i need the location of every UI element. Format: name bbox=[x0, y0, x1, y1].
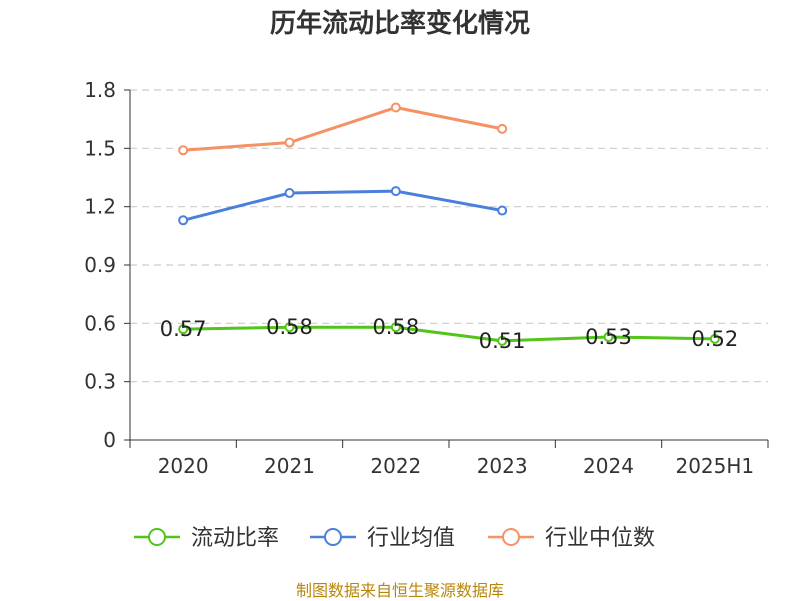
x-tick-label: 2022 bbox=[370, 454, 421, 478]
data-point bbox=[284, 322, 295, 333]
data-label: 0.51 bbox=[479, 329, 526, 353]
data-point bbox=[178, 324, 189, 335]
series-line bbox=[183, 106, 503, 152]
data-point bbox=[497, 205, 508, 216]
y-tick-label: 0 bbox=[103, 428, 116, 452]
chart-title: 历年流动比率变化情况 bbox=[269, 9, 530, 39]
data-point bbox=[178, 145, 189, 156]
x-tick-label: 2025H1 bbox=[675, 454, 754, 478]
series-1 bbox=[178, 186, 508, 226]
y-tick-label: 1.2 bbox=[84, 195, 116, 219]
legend-marker bbox=[324, 528, 342, 546]
data-point bbox=[497, 335, 508, 346]
legend-label: 行业均值 bbox=[367, 526, 455, 551]
series-2 bbox=[178, 102, 508, 156]
legend-label: 流动比率 bbox=[191, 526, 279, 551]
series-0: 0.57 0.58 0.58 0.51 0.53 0.52 bbox=[160, 315, 738, 353]
data-point bbox=[709, 333, 720, 344]
legend-label: 行业中位数 bbox=[545, 526, 655, 551]
x-tick-label: 2023 bbox=[477, 454, 528, 478]
data-point bbox=[284, 188, 295, 199]
data-point bbox=[497, 123, 508, 134]
y-tick-label: 1.8 bbox=[84, 78, 116, 102]
data-label: 0.58 bbox=[372, 315, 419, 339]
series-line bbox=[182, 189, 503, 222]
data-label: 0.57 bbox=[160, 317, 207, 341]
series-line bbox=[183, 325, 715, 343]
y-tick-label: 0.9 bbox=[84, 253, 116, 277]
legend-marker bbox=[148, 528, 166, 546]
data-point bbox=[603, 331, 614, 342]
data-point bbox=[390, 186, 401, 197]
x-tick-label: 2020 bbox=[158, 454, 209, 478]
data-label: 0.58 bbox=[266, 315, 313, 339]
data-label: 0.53 bbox=[585, 325, 632, 349]
x-tick-label: 2024 bbox=[583, 454, 634, 478]
y-tick-label: 0.3 bbox=[84, 370, 116, 394]
x-tick-label: 2021 bbox=[264, 454, 315, 478]
data-point bbox=[284, 137, 295, 148]
data-label: 0.52 bbox=[691, 327, 738, 351]
data-point bbox=[390, 102, 401, 113]
y-tick-label: 1.5 bbox=[84, 136, 116, 160]
y-tick-label: 0.6 bbox=[84, 311, 116, 335]
source-note: 制图数据来自恒生聚源数据库 bbox=[295, 581, 504, 600]
legend-marker bbox=[502, 528, 520, 546]
data-point bbox=[178, 215, 189, 226]
data-point bbox=[390, 322, 401, 333]
